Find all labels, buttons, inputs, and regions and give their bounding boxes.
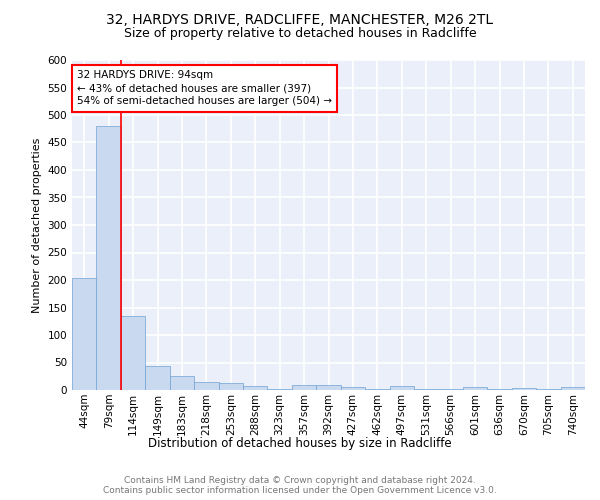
Bar	[341, 387, 365, 390]
Bar	[194, 382, 218, 390]
Bar	[97, 126, 121, 390]
Bar	[72, 278, 97, 390]
Bar	[560, 386, 585, 390]
Bar	[170, 376, 194, 390]
Bar	[292, 384, 316, 390]
Bar	[243, 386, 268, 390]
Bar	[463, 387, 487, 390]
Text: 32, HARDYS DRIVE, RADCLIFFE, MANCHESTER, M26 2TL: 32, HARDYS DRIVE, RADCLIFFE, MANCHESTER,…	[106, 12, 494, 26]
Bar	[121, 316, 145, 390]
Bar	[512, 388, 536, 390]
Bar	[268, 389, 292, 390]
Text: 32 HARDYS DRIVE: 94sqm
← 43% of detached houses are smaller (397)
54% of semi-de: 32 HARDYS DRIVE: 94sqm ← 43% of detached…	[77, 70, 332, 106]
Bar	[218, 383, 243, 390]
Text: Distribution of detached houses by size in Radcliffe: Distribution of detached houses by size …	[148, 438, 452, 450]
Bar	[389, 386, 414, 390]
Bar	[145, 366, 170, 390]
Bar	[316, 384, 341, 390]
Y-axis label: Number of detached properties: Number of detached properties	[32, 138, 42, 312]
Text: Contains HM Land Registry data © Crown copyright and database right 2024.
Contai: Contains HM Land Registry data © Crown c…	[103, 476, 497, 495]
Text: Size of property relative to detached houses in Radcliffe: Size of property relative to detached ho…	[124, 28, 476, 40]
